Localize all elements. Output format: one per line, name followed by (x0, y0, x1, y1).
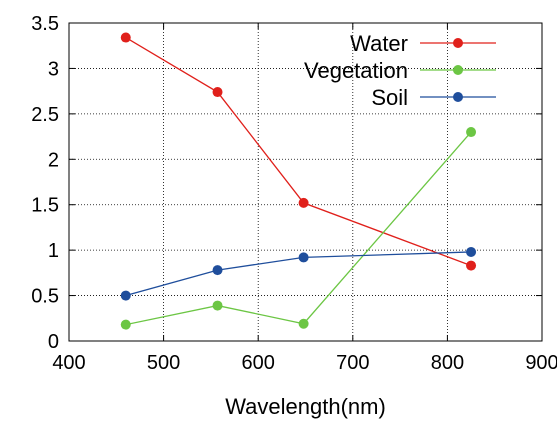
legend-label-water: Water (350, 31, 408, 56)
y-tick-label: 3.5 (31, 13, 59, 35)
series-line-vegetation (125, 131, 472, 326)
y-tick-label: 2.5 (31, 104, 59, 126)
y-tick-label: 0.5 (31, 286, 59, 308)
data-point-vegetation (466, 127, 477, 138)
data-point-soil (120, 290, 131, 301)
axis-ticks (68, 22, 543, 342)
y-tick-label: 2 (48, 149, 59, 171)
legend-label-soil: Soil (371, 85, 408, 110)
y-tick-label: 1 (48, 240, 59, 262)
data-point-water (120, 32, 131, 43)
legend-swatch-marker (453, 92, 463, 102)
grid-lines (69, 23, 542, 341)
legend-swatch-marker (453, 65, 463, 75)
data-point-water (212, 87, 223, 98)
x-tick-label: 800 (431, 352, 464, 374)
data-point-soil (212, 265, 223, 276)
x-tick-label: 400 (52, 352, 85, 374)
plot-frame (68, 22, 543, 342)
y-tick-label: 0 (48, 331, 59, 353)
data-point-water (298, 197, 309, 208)
y-tick-label: 3 (48, 58, 59, 80)
data-point-water (466, 260, 477, 271)
x-tick-labels: 400 500 600 700 800 900 (52, 352, 557, 374)
x-axis-label: Wavelength(nm) (225, 394, 386, 419)
x-tick-label: 900 (525, 352, 557, 374)
legend-label-vegetation: Vegetation (304, 58, 408, 83)
data-point-soil (466, 246, 477, 257)
y-tick-labels: 0 0.5 1 1.5 2 2.5 3 3.5 (31, 13, 59, 353)
data-point-soil (298, 252, 309, 263)
series-line-water (125, 36, 472, 267)
data-point-vegetation (298, 318, 309, 329)
series-line-soil (125, 251, 472, 297)
x-tick-label: 700 (336, 352, 369, 374)
data-point-vegetation (212, 300, 223, 311)
x-tick-label: 500 (147, 352, 180, 374)
legend-swatch-marker (453, 38, 463, 48)
data-point-vegetation (120, 319, 131, 330)
series-group (120, 32, 477, 330)
y-tick-label: 1.5 (31, 195, 59, 217)
x-tick-label: 600 (242, 352, 275, 374)
